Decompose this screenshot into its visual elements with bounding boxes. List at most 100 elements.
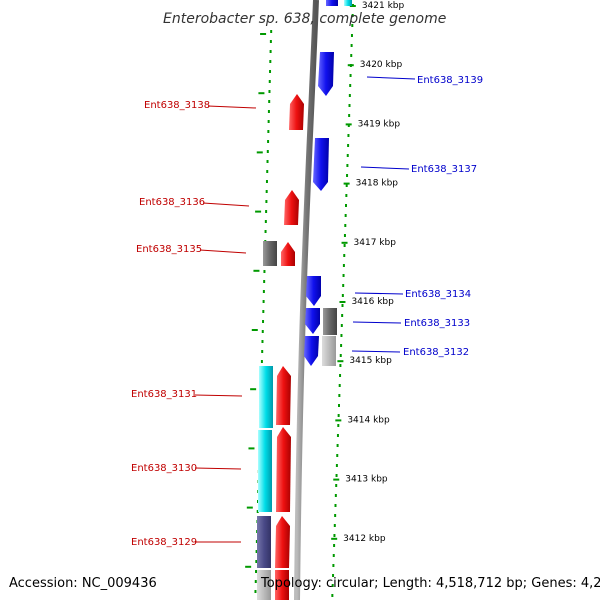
ring-dot <box>269 50 272 53</box>
kbp-tick <box>258 92 265 95</box>
ring-dot <box>349 74 352 77</box>
gene-labels-left: Ent638_3138 Ent638_3136 Ent638_3135 Ent6… <box>131 100 257 548</box>
gene-label[interactable]: Ent638_3139 <box>417 75 483 86</box>
gene-Ent638_3136[interactable] <box>284 190 299 225</box>
gene-Ent638_3137[interactable] <box>313 138 329 191</box>
ring-dot <box>337 424 340 427</box>
gene-label[interactable]: Ent638_3136 <box>139 197 205 208</box>
cds-red-3130[interactable] <box>276 427 291 512</box>
ring-dot <box>338 384 341 387</box>
gene-Ent638_3139[interactable] <box>318 52 334 96</box>
ring-dot <box>345 184 348 187</box>
ring-dot <box>334 504 337 507</box>
kbp-tick <box>245 565 252 568</box>
ring-dot <box>336 434 339 437</box>
ring-dot <box>262 290 265 293</box>
cds-red-3129[interactable] <box>275 516 290 568</box>
ring-dot <box>265 190 268 193</box>
label-leader <box>366 76 416 80</box>
kbp-tick <box>246 506 253 509</box>
cds-blue-3133[interactable] <box>305 308 320 334</box>
ring-dot <box>335 464 338 467</box>
ring-dot <box>263 280 266 283</box>
gene-Ent638_3133[interactable] <box>323 308 337 335</box>
kbp-tick <box>251 329 258 331</box>
ring-dot <box>261 340 264 343</box>
ring-dot <box>334 514 337 517</box>
ring-dot <box>346 174 349 177</box>
kbp-tick <box>253 269 260 272</box>
ring-dot <box>265 180 268 183</box>
label-leader <box>207 105 257 109</box>
ring-dot <box>262 320 265 323</box>
gene-Ent638_3130[interactable] <box>258 430 272 512</box>
ring-dot <box>333 534 336 537</box>
cds-red-3135-adjacent[interactable] <box>281 242 295 266</box>
ring-dot <box>332 564 335 567</box>
gene-label[interactable]: Ent638_3138 <box>144 100 210 111</box>
kbp-tick <box>341 241 348 244</box>
label-leader <box>202 202 250 207</box>
ring-dot <box>331 594 334 597</box>
ring-dot <box>337 414 340 417</box>
genome-backbone <box>294 0 319 600</box>
ring-dot <box>336 454 339 457</box>
kbp-tick <box>256 151 263 154</box>
ring-dot <box>256 510 259 513</box>
accession-label: Accession: NC_009436 <box>9 576 157 591</box>
ring-dot <box>351 14 354 17</box>
kbp-tick-labels: 3421 kbp 3420 kbp 3419 kbp 3418 kbp 3417 kbp… <box>343 1 404 544</box>
gene-Ent638_3135[interactable] <box>263 241 277 266</box>
kbp-tick <box>250 388 257 391</box>
ring-dot <box>264 230 267 233</box>
ring-dot <box>339 354 342 357</box>
gene-label[interactable]: Ent638_3134 <box>405 289 471 300</box>
gene-Ent638_3129[interactable] <box>257 516 271 568</box>
kbp-tick-label: 3415 kbp <box>349 356 392 366</box>
ring-dot <box>255 550 258 553</box>
ring-dot <box>343 234 346 237</box>
gene-label[interactable]: Ent638_3131 <box>131 389 197 400</box>
gene-label[interactable]: Ent638_3133 <box>404 318 470 329</box>
gene-labels-right: Ent638_3139 Ent638_3137 Ent638_3134 Ent6… <box>351 75 483 358</box>
gene-Ent638_3134[interactable] <box>306 276 321 306</box>
ring-dot <box>268 90 271 93</box>
cds-red-3131[interactable] <box>276 366 291 425</box>
ring-dot <box>347 124 350 127</box>
ring-dot <box>254 590 257 593</box>
cds-cyan-top[interactable] <box>344 0 352 6</box>
ring-dot <box>254 580 257 583</box>
gene-Ent638_3132[interactable] <box>322 336 336 366</box>
gene-label[interactable]: Ent638_3137 <box>411 164 477 175</box>
cds-blue-3132[interactable] <box>304 336 319 366</box>
ring-dot <box>333 544 336 547</box>
label-leader <box>352 321 402 324</box>
ring-dot <box>331 584 334 587</box>
ring-dot <box>260 360 263 363</box>
map-title: Enterobacter sp. 638, complete genome <box>163 11 446 27</box>
kbp-tick <box>335 419 342 422</box>
gene-Ent638_3131[interactable] <box>259 366 273 428</box>
gene-label[interactable]: Ent638_3132 <box>403 347 469 358</box>
ring-dot <box>342 284 345 287</box>
gene-Ent638_3138[interactable] <box>289 94 304 130</box>
cds-red-bottom[interactable] <box>275 570 289 600</box>
gene-label[interactable]: Ent638_3135 <box>136 244 202 255</box>
ring-dot <box>342 274 345 277</box>
kbp-tick-label: 3414 kbp <box>347 415 390 425</box>
ring-dot <box>268 80 271 83</box>
cds-blue-top[interactable] <box>326 0 338 6</box>
gene-label[interactable]: Ent638_3130 <box>131 463 197 474</box>
ring-dot <box>332 574 335 577</box>
kbp-tick <box>339 301 346 303</box>
kbp-tick-marks <box>245 5 356 568</box>
label-leader <box>351 350 401 353</box>
gene-features <box>257 0 352 600</box>
cds-lgray-bottom[interactable] <box>257 570 271 600</box>
ring-dot <box>350 44 353 47</box>
ring-dot <box>339 364 342 367</box>
kbp-tick <box>343 182 350 185</box>
gene-label[interactable]: Ent638_3129 <box>131 537 197 548</box>
ring-dot <box>267 120 270 123</box>
